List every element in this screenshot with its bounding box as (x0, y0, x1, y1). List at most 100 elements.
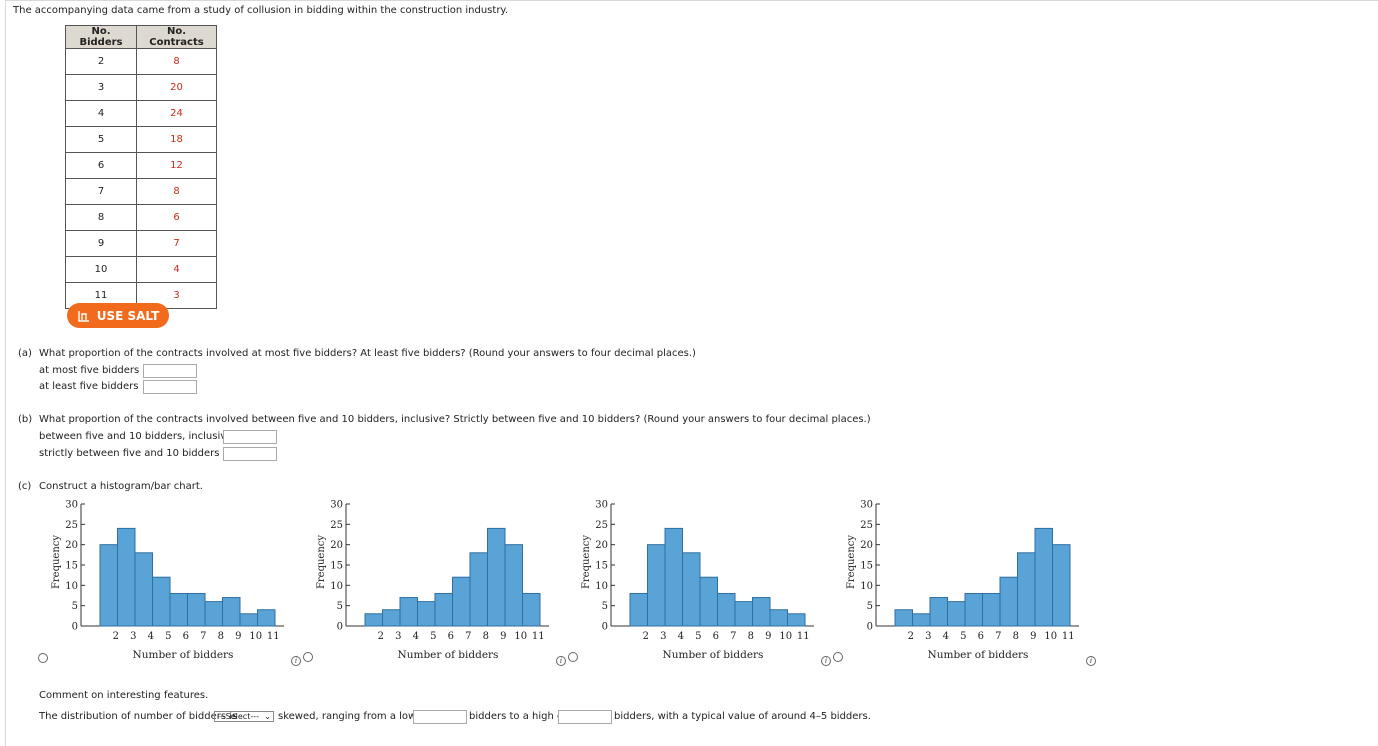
y-tick-label: 0 (602, 622, 608, 633)
x-axis-label: Number of bidders (663, 649, 764, 661)
x-tick-label: 3 (660, 631, 666, 642)
data-table: No. Bidders No. Contracts 2 8 3 20 4 24 5 18 6 12… (65, 25, 217, 309)
histogram-bar (664, 527, 683, 627)
part-b-question: What proportion of the contracts involve… (39, 414, 871, 425)
cell-bidders: 6 (65, 152, 137, 179)
y-tick-label: 15 (330, 561, 343, 572)
cell-bidders: 9 (65, 230, 137, 257)
x-tick-label: 5 (960, 631, 966, 642)
option-2-radio[interactable] (303, 652, 313, 662)
y-axis-label: Frequency (316, 535, 327, 589)
x-tick-label: 11 (532, 631, 545, 642)
x-tick-label: 5 (165, 631, 171, 642)
histogram-bar (699, 576, 718, 627)
option-4-radio[interactable] (833, 652, 843, 662)
comment-heading: Comment on interesting features. (39, 690, 209, 701)
x-tick-label: 2 (113, 631, 119, 642)
low-bidders-input[interactable] (413, 710, 467, 724)
x-tick-label: 4 (413, 631, 419, 642)
info-icon[interactable]: i (821, 656, 831, 666)
part-a-label: (a) (18, 348, 32, 359)
cell-contracts: 12 (136, 152, 217, 179)
at-least-five-input[interactable] (143, 380, 197, 394)
cell-bidders: 7 (65, 178, 137, 205)
cell-contracts: 20 (136, 74, 217, 101)
option-1-radio[interactable] (38, 653, 48, 663)
histogram-bar (912, 613, 931, 627)
table-row: 3 20 (65, 74, 217, 101)
between-inclusive-input[interactable] (223, 430, 277, 444)
y-tick-label: 25 (330, 520, 343, 531)
top-border (5, 0, 1378, 1)
x-tick-label: 7 (995, 631, 1001, 642)
y-tick-label: 25 (595, 520, 608, 531)
strictly-between-input[interactable] (223, 447, 277, 461)
left-border (5, 0, 6, 746)
histogram-bar (1034, 527, 1053, 627)
histogram-bar (647, 544, 666, 627)
histogram-bar (469, 552, 488, 627)
histogram-bar (522, 592, 541, 627)
x-tick-label: 7 (730, 631, 736, 642)
y-tick-label: 20 (330, 540, 343, 551)
comment-prefix: The distribution of number of bidders is (39, 711, 238, 722)
x-tick-label: 8 (218, 631, 224, 642)
x-tick-label: 6 (183, 631, 189, 642)
table-row: 5 18 (65, 126, 217, 153)
histogram-bar (717, 592, 736, 627)
y-tick-label: 30 (65, 500, 78, 511)
y-tick-label: 10 (860, 581, 873, 592)
use-salt-label: USE SALT (96, 308, 160, 323)
y-tick-label: 5 (867, 601, 873, 612)
x-tick-label: 11 (797, 631, 810, 642)
y-tick-label: 30 (595, 500, 608, 511)
cell-contracts: 6 (136, 204, 217, 231)
histogram-bar (257, 609, 276, 627)
x-tick-label: 4 (943, 631, 949, 642)
x-tick-label: 9 (235, 631, 241, 642)
x-tick-label: 9 (500, 631, 506, 642)
histogram-bar (204, 601, 223, 627)
cell-bidders: 4 (65, 100, 137, 127)
y-tick-label: 0 (337, 622, 343, 633)
histogram-bar (964, 592, 983, 627)
cell-contracts: 8 (136, 178, 217, 205)
cell-contracts: 18 (136, 126, 217, 153)
histogram-bar (929, 597, 948, 627)
histogram-bar (99, 544, 118, 627)
intro-text: The accompanying data came from a study … (13, 5, 509, 16)
info-icon[interactable]: i (1086, 656, 1096, 666)
table-header-bidders: No. Bidders (65, 25, 137, 49)
at-most-five-input[interactable] (143, 364, 197, 378)
skew-select[interactable]: ---Select--- ⌄ (214, 711, 274, 722)
x-tick-label: 10 (1044, 631, 1057, 642)
comment-suffix: bidders, with a typical value of around … (614, 711, 871, 722)
y-tick-label: 10 (65, 581, 78, 592)
comment-mid1: skewed, ranging from a low of (278, 711, 430, 722)
y-tick-label: 30 (330, 500, 343, 511)
info-icon[interactable]: i (291, 656, 301, 666)
use-salt-button[interactable]: USE SALT (67, 303, 169, 328)
histogram-bar (999, 576, 1018, 627)
histogram-bar (399, 597, 418, 627)
y-tick-label: 20 (65, 540, 78, 551)
histogram-bar (982, 592, 1001, 627)
x-tick-label: 6 (448, 631, 454, 642)
x-tick-label: 4 (148, 631, 154, 642)
y-tick-label: 5 (602, 601, 608, 612)
histogram-bar (169, 592, 188, 627)
info-icon[interactable]: i (556, 656, 566, 666)
x-tick-label: 8 (748, 631, 754, 642)
y-axis-label: Frequency (581, 535, 592, 589)
histogram-bar (1017, 552, 1036, 627)
table-row: 4 24 (65, 100, 217, 127)
high-bidders-input[interactable] (558, 710, 612, 724)
option-3-radio[interactable] (568, 652, 578, 662)
x-tick-label: 10 (514, 631, 527, 642)
histogram-bar (734, 601, 753, 627)
x-tick-label: 9 (765, 631, 771, 642)
x-tick-label: 2 (643, 631, 649, 642)
histogram-bar (787, 613, 806, 627)
